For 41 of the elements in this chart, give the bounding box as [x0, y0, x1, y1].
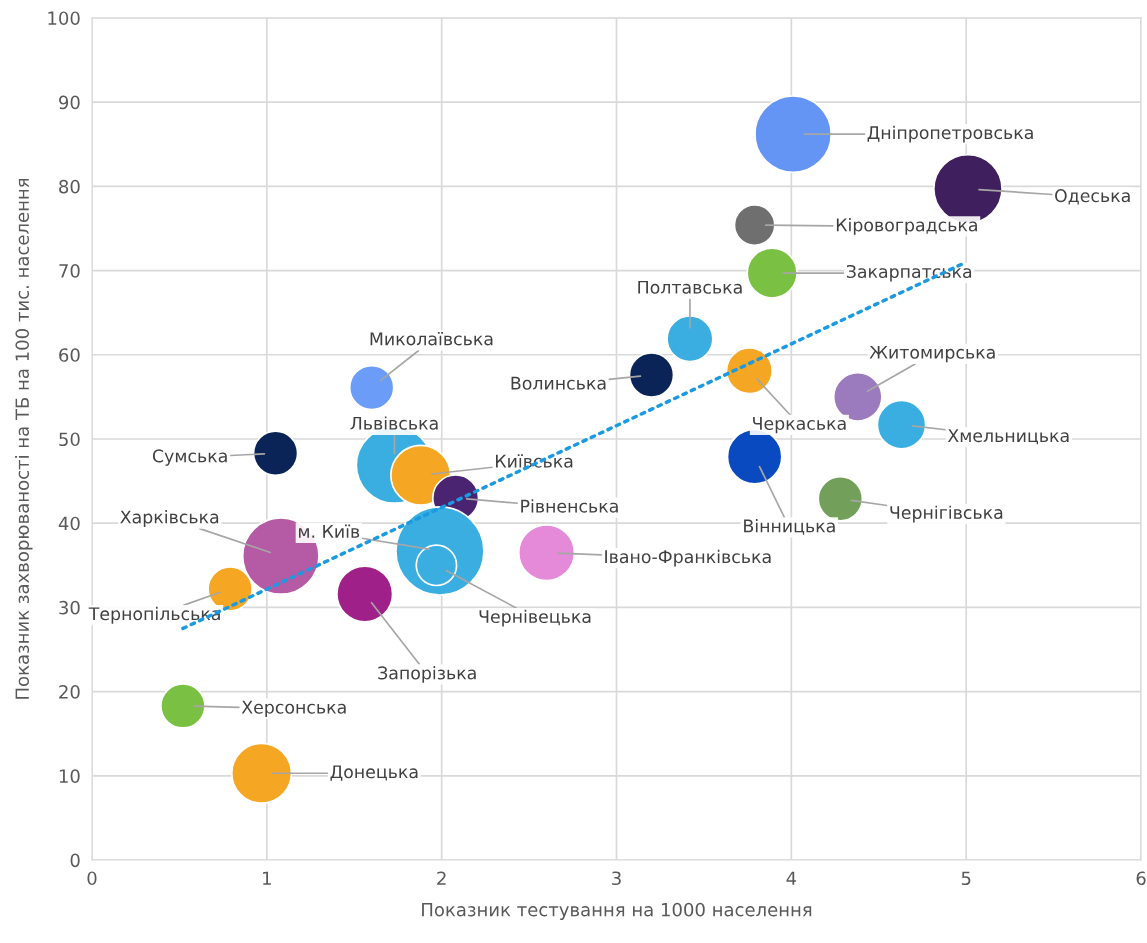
text: Херсонська	[241, 700, 346, 718]
series-label: Харківська	[120, 510, 219, 527]
series-label: Волинська	[511, 376, 606, 390]
text: Донецька	[330, 765, 418, 781]
series-label: Житомирська	[869, 345, 995, 363]
text: Одеська	[1055, 189, 1130, 205]
y-tick-label: 50	[59, 432, 80, 447]
y-tick-label: 40	[58, 516, 80, 531]
y-tick-label: 0	[70, 853, 80, 868]
y-tick-label: 10	[59, 769, 80, 783]
series-label: Полтавська	[638, 280, 742, 294]
y-tick-label: 100	[48, 11, 80, 26]
x-tick-label: 6	[1136, 871, 1146, 886]
y-tick-label: 30	[59, 600, 80, 615]
x-tick-label: 1	[263, 871, 271, 885]
series-label: Хмельницька	[947, 429, 1069, 445]
series-label: Івано-Франківська	[605, 549, 771, 567]
y-axis-title: Показник захворюваності на ТБ на 100 тис. населення	[15, 178, 33, 699]
text: Кіровоградська	[836, 218, 977, 235]
y-tick-label: 80	[59, 179, 80, 194]
x-tick-label: 2	[437, 871, 446, 885]
y-tick-label: 70	[59, 264, 80, 278]
text: Дніпропетровська	[867, 125, 1033, 143]
series-label: Чернігівська	[890, 505, 1003, 523]
text: Рівненська	[521, 499, 618, 513]
x-tick-label: 3	[612, 871, 621, 886]
series-label: Львівська	[350, 416, 438, 430]
y-tick-label: 60	[59, 348, 80, 362]
y-tick-label: 20	[59, 685, 80, 699]
y-tick-label: 90	[59, 95, 80, 110]
x-tick-label: 0	[87, 871, 97, 886]
x-tick-label: 5	[961, 871, 971, 886]
text: Вінницька	[744, 519, 835, 535]
series-label: Черкаська	[753, 417, 846, 434]
x-axis-title: Показник тестування на 1000 населення	[422, 902, 812, 920]
text: м. Київ	[298, 524, 360, 538]
series-label: Сумська	[152, 449, 227, 466]
text: Запорізька	[378, 666, 476, 683]
series-label: Миколаївська	[370, 332, 493, 346]
text: Чернівецька	[479, 609, 591, 627]
x-tick-label: 4	[786, 871, 797, 885]
